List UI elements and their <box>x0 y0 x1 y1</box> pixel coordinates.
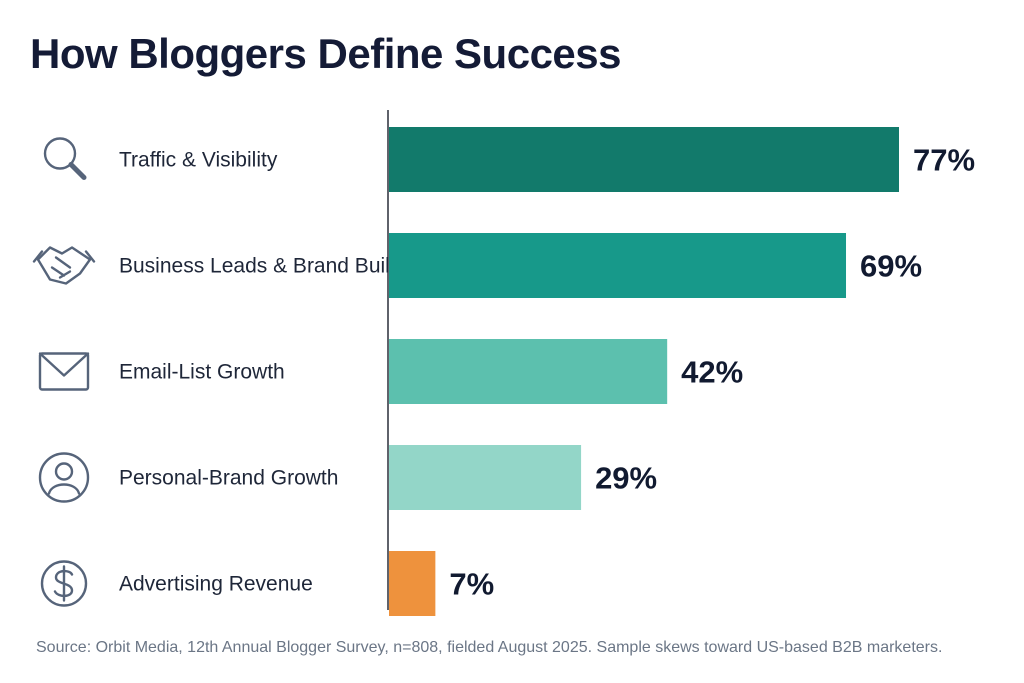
value-label: 77% <box>913 143 975 178</box>
bar <box>389 339 668 404</box>
category-label: Advertising Revenue <box>119 573 313 596</box>
chart-title: How Bloggers Define Success <box>30 30 622 77</box>
bar <box>389 233 847 298</box>
value-label: 7% <box>449 567 494 602</box>
search-icon <box>43 137 87 180</box>
value-label: 69% <box>860 249 922 284</box>
value-label: 29% <box>595 461 657 496</box>
bar <box>389 551 436 616</box>
user-icon <box>38 452 90 503</box>
category-label: Traffic & Visibility <box>119 149 278 172</box>
category-label: Personal-Brand Growth <box>119 467 338 490</box>
bar <box>389 127 899 192</box>
handshake-icon <box>32 246 96 285</box>
category-label: Email-List Growth <box>119 361 285 384</box>
envelope-icon <box>38 352 90 391</box>
source-note: Source: Orbit Media, 12th Annual Blogger… <box>36 639 943 656</box>
dollar-icon <box>40 560 88 607</box>
category-label: Business Leads & Brand Building <box>119 255 430 278</box>
value-label: 42% <box>681 355 743 390</box>
bar <box>389 445 582 510</box>
